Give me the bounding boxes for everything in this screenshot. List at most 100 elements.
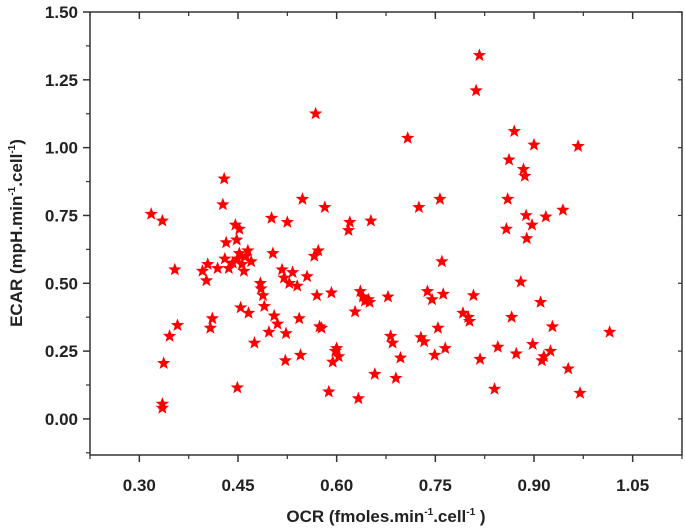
star-marker-icon: [314, 321, 329, 334]
y-tick-label: 1.00: [45, 139, 78, 158]
star-marker-icon: [275, 262, 289, 276]
star-marker-icon: [326, 354, 340, 368]
star-marker-icon: [168, 262, 182, 276]
y-tick-label: 1.25: [45, 71, 78, 90]
star-marker-icon: [318, 200, 332, 213]
star-marker-icon: [539, 209, 553, 223]
star-marker-icon: [162, 329, 177, 342]
star-marker-icon: [280, 215, 294, 228]
star-marker-icon: [425, 292, 439, 306]
x-axis-title: OCR (fmoles.min-1.cell-1 ): [286, 507, 485, 526]
x-tick-label: 1.05: [616, 476, 649, 495]
star-marker-icon: [518, 169, 532, 182]
star-marker-icon: [170, 318, 185, 331]
star-marker-icon: [144, 207, 158, 220]
star-marker-icon: [507, 124, 521, 138]
star-marker-icon: [322, 384, 336, 398]
star-marker-icon: [573, 386, 587, 399]
star-marker-icon: [351, 391, 366, 405]
star-marker-icon: [543, 344, 558, 357]
star-marker-icon: [341, 223, 356, 237]
plot-frame: [89, 11, 683, 456]
x-tick-label: 0.30: [123, 476, 156, 495]
star-marker-icon: [307, 249, 321, 262]
star-marker-icon: [526, 337, 540, 350]
star-marker-icon: [218, 251, 232, 265]
star-marker-icon: [232, 222, 246, 235]
star-marker-icon: [262, 325, 276, 338]
star-marker-icon: [438, 341, 452, 355]
star-marker-icon: [331, 349, 346, 363]
star-marker-icon: [195, 264, 210, 277]
star-marker-icon: [244, 254, 258, 268]
y-tick-label: 0.75: [45, 206, 78, 225]
star-marker-icon: [300, 269, 314, 283]
star-marker-icon: [520, 231, 534, 245]
star-marker-icon: [487, 382, 502, 395]
star-marker-icon: [266, 246, 280, 260]
star-marker-icon: [504, 310, 519, 323]
star-marker-icon: [519, 208, 533, 222]
star-marker-icon: [433, 192, 447, 205]
y-axis-title: ECAR (mpH.min-1.cell-1): [7, 139, 26, 327]
x-tick-label: 0.45: [221, 476, 254, 495]
star-marker-icon: [254, 281, 268, 295]
star-marker-icon: [290, 278, 304, 292]
y-tick-label: 0.25: [45, 342, 78, 361]
star-marker-icon: [466, 288, 481, 302]
star-marker-icon: [602, 325, 617, 338]
star-marker-icon: [219, 235, 233, 249]
star-marker-icon: [278, 353, 293, 367]
star-marker-icon: [472, 48, 487, 62]
star-marker-icon: [414, 330, 428, 344]
star-marker-icon: [561, 361, 575, 375]
star-marker-icon: [310, 288, 324, 302]
star-marker-icon: [157, 356, 171, 369]
star-marker-icon: [417, 334, 431, 348]
star-marker-icon: [226, 255, 240, 269]
star-marker-icon: [295, 192, 310, 205]
star-marker-icon: [217, 171, 231, 185]
star-marker-icon: [253, 276, 268, 289]
star-marker-icon: [393, 350, 408, 364]
x-tick-label: 0.75: [419, 476, 452, 495]
star-marker-icon: [509, 346, 523, 360]
star-marker-icon: [239, 249, 253, 262]
star-marker-icon: [431, 321, 445, 334]
x-axis: 0.30 0.45 0.60 0.75 0.90 1.05: [89, 12, 683, 495]
star-marker-icon: [364, 213, 378, 227]
star-marker-icon: [199, 273, 214, 287]
star-marker-icon: [516, 162, 531, 176]
star-marker-icon: [537, 349, 551, 363]
star-marker-icon: [205, 311, 219, 325]
star-marker-icon: [270, 316, 285, 330]
star-marker-icon: [267, 308, 281, 322]
star-marker-icon: [412, 200, 426, 213]
star-marker-icon: [571, 139, 585, 152]
star-marker-icon: [514, 274, 528, 288]
star-marker-icon: [228, 217, 243, 231]
star-marker-icon: [435, 254, 449, 268]
star-marker-icon: [383, 329, 398, 342]
star-marker-icon: [353, 284, 367, 298]
star-marker-icon: [502, 152, 516, 166]
star-marker-icon: [545, 319, 560, 333]
star-marker-icon: [285, 265, 300, 279]
star-marker-icon: [389, 371, 403, 384]
star-marker-icon: [462, 314, 477, 327]
star-marker-icon: [362, 295, 377, 308]
star-marker-icon: [264, 211, 279, 224]
x-tick-label: 0.60: [320, 476, 353, 495]
star-marker-icon: [257, 299, 271, 312]
star-marker-icon: [499, 222, 514, 235]
star-marker-icon: [237, 264, 251, 277]
star-marker-icon: [311, 243, 325, 257]
star-marker-icon: [235, 257, 249, 270]
star-marker-icon: [533, 295, 548, 308]
star-marker-icon: [256, 288, 270, 302]
star-marker-icon: [222, 261, 236, 275]
star-marker-icon: [216, 197, 230, 211]
star-marker-icon: [155, 401, 170, 414]
star-marker-icon: [420, 284, 435, 298]
